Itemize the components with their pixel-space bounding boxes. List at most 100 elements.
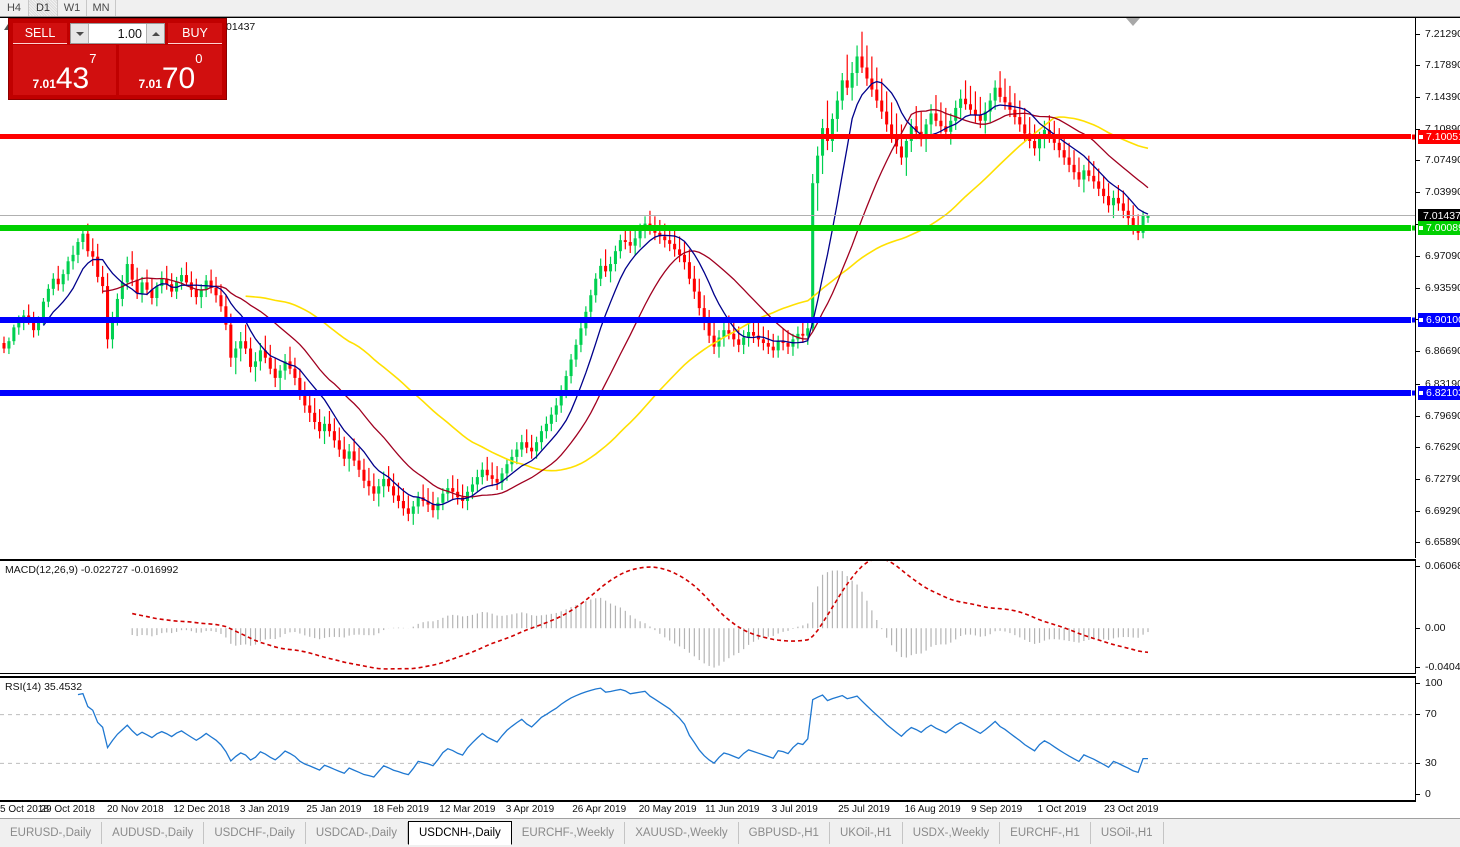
date-axis-label: 3 Jan 2019 (239, 804, 290, 815)
sell-price-fraction: 7 (89, 51, 97, 66)
macd-axis-tick (1416, 566, 1420, 567)
macd-header: MACD(12,26,9) -0.022727 -0.016992 (5, 564, 179, 576)
chart-tab-usdx-weekly[interactable]: USDX-,Weekly (903, 822, 1001, 844)
rsi-header: RSI(14) 35.4532 (5, 681, 83, 693)
date-axis-label: 11 Jun 2019 (705, 804, 760, 815)
chart-tab-xauusd-weekly[interactable]: XAUUSD-,Weekly (625, 822, 739, 844)
sell-price-cell[interactable]: 7.01 43 7 (13, 45, 116, 95)
rsi-axis-tick (1416, 794, 1420, 795)
timeframe-tab-h4[interactable]: H4 (0, 0, 29, 16)
timeframe-tab-mn[interactable]: MN (87, 0, 116, 16)
date-axis-label: 26 Apr 2019 (572, 804, 627, 815)
resistance-level-tag[interactable]: 7.10051 (1418, 129, 1460, 144)
volume-stepper[interactable]: 1.00 (70, 23, 165, 44)
date-axis-label: 12 Dec 2018 (173, 804, 231, 815)
chart-tab-ukoil-h1[interactable]: UKOil-,H1 (830, 822, 903, 844)
timeframe-toolbar: H4 D1 W1 MN (0, 0, 1460, 17)
chart-tab-eurusd-daily[interactable]: EURUSD-,Daily (0, 822, 103, 844)
volume-input[interactable]: 1.00 (89, 24, 146, 43)
price-axis-label: 7.21290 (1425, 27, 1460, 40)
date-axis-label: 23 Oct 2019 (1104, 804, 1159, 815)
macd-plot (131, 561, 1149, 670)
price-axis-label: 6.93590 (1425, 282, 1460, 294)
price-level-line[interactable] (0, 215, 1415, 217)
green-level-tag[interactable]: 7.00089 (1418, 221, 1460, 236)
chart-tab-eurchf-h1[interactable]: EURCHF-,H1 (1000, 822, 1091, 844)
price-tag-value: 6.90100 (1426, 314, 1460, 327)
price-axis-label: 6.65890 (1425, 536, 1460, 549)
date-axis-label: 12 Mar 2019 (439, 804, 496, 815)
timeframe-tab-d1[interactable]: D1 (29, 0, 58, 16)
level-knob-icon (1419, 134, 1423, 139)
buy-price-cell[interactable]: 7.01 70 0 (119, 45, 222, 95)
price-axis-tick (1416, 542, 1420, 544)
date-axis-label: 18 Feb 2019 (372, 804, 429, 815)
trade-panel-top-row: SELL 1.00 BUY (9, 19, 226, 45)
sell-button[interactable]: SELL (13, 23, 67, 44)
chart-tab-gbpusd-h1[interactable]: GBPUSD-,H1 (739, 822, 830, 844)
chart-tab-audusd-daily[interactable]: AUDUSD-,Daily (102, 822, 205, 844)
macd-axis: 0.060687 0.00 -0.04043 (1416, 559, 1460, 674)
date-axis-label: 3 Jul 2019 (771, 804, 818, 815)
price-level-line[interactable] (0, 316, 1415, 324)
scroll-anchor-icon[interactable] (1126, 18, 1140, 26)
date-axis: 5 Oct 2018 29 Oct 2018 20 Nov 2018 12 Dec 2… (0, 801, 1416, 819)
chart-tab-usdchf-daily[interactable]: USDCHF-,Daily (204, 822, 306, 844)
level-handle-icon[interactable] (1411, 224, 1415, 232)
chart-tab-usdcad-daily[interactable]: USDCAD-,Daily (306, 822, 408, 844)
price-axis-label: 7.03990 (1425, 186, 1460, 199)
chart-tab-eurchf-weekly[interactable]: EURCHF-,Weekly (512, 822, 626, 844)
rsi-axis-label: 30 (1425, 756, 1437, 769)
price-axis-label: 7.17890 (1425, 58, 1460, 71)
date-axis-label: 1 Oct 2019 (1037, 804, 1087, 815)
volume-decrement-button[interactable] (71, 24, 89, 43)
price-level-line[interactable] (0, 224, 1415, 232)
chart-tab-usoil-h1[interactable]: USOil-,H1 (1091, 822, 1164, 844)
level-handle-icon[interactable] (1411, 133, 1415, 141)
macd-axis-tick (1416, 628, 1420, 630)
caret-up-icon (151, 31, 160, 36)
current-price-tag[interactable]: 7.01437 (1418, 208, 1460, 223)
chart-tabs-bar: EURUSD-,Daily AUDUSD-,Daily USDCHF-,Daily U… (0, 818, 1460, 847)
blue-level-tag-lower[interactable]: 6.82103 (1418, 386, 1460, 401)
chart-tab-usdcnh-daily[interactable]: USDCNH-,Daily (407, 821, 512, 845)
price-level-line[interactable] (0, 133, 1415, 141)
price-axis-label: 6.86690 (1425, 345, 1460, 358)
macd-pane[interactable]: MACD(12,26,9) -0.022727 -0.016992 (0, 559, 1416, 674)
price-axis-label: 6.72790 (1425, 473, 1460, 486)
level-handle-icon[interactable] (1411, 316, 1415, 324)
date-axis-label: 3 Apr 2019 (505, 804, 555, 815)
price-level-line[interactable] (0, 389, 1415, 397)
price-axis-label: 7.14390 (1425, 90, 1460, 103)
price-axis-tick (1416, 33, 1420, 35)
timeframe-tab-w1[interactable]: W1 (58, 0, 87, 16)
price-chart-pane[interactable]: USDCNH-,Daily 7.01220 7.01461 7.00690 7.… (0, 18, 1416, 558)
price-axis-label: 6.97090 (1425, 249, 1460, 262)
price-axis-label: 6.76290 (1425, 440, 1460, 453)
price-tag-value: 7.10051 (1426, 130, 1460, 143)
date-axis-label: 5 Oct 2018 (0, 804, 49, 815)
level-knob-icon (1419, 391, 1423, 396)
rsi-pane[interactable]: RSI(14) 35.4532 (0, 676, 1416, 801)
rsi-axis: 100 70 30 0 (1416, 676, 1460, 801)
price-axis-tick (1416, 383, 1420, 385)
price-tag-value: 6.82103 (1426, 387, 1460, 400)
level-handle-icon[interactable] (1411, 389, 1415, 397)
date-axis-label: 20 Nov 2018 (106, 804, 164, 815)
volume-increment-button[interactable] (146, 24, 164, 43)
macd-axis-tick (1416, 667, 1420, 668)
price-axis[interactable]: 7.212907.178907.143907.108907.074907.039… (1416, 18, 1460, 558)
rsi-axis-label: 70 (1425, 708, 1437, 721)
macd-axis-label: 0.00 (1425, 622, 1446, 635)
date-axis-label: 29 Oct 2018 (40, 804, 95, 815)
blue-level-tag-upper[interactable]: 6.90100 (1418, 313, 1460, 328)
rsi-plot (0, 687, 1415, 778)
price-axis-tick (1416, 415, 1420, 417)
buy-price-prefix: 7.01 (138, 77, 162, 91)
buy-button[interactable]: BUY (168, 23, 222, 44)
one-click-trading-panel: SELL 1.00 BUY 7.01 43 7 7.01 70 0 (8, 18, 227, 100)
caret-down-icon (75, 31, 84, 36)
price-tag-value: 7.01437 (1423, 209, 1460, 222)
chart-frame: USDCNH-,Daily 7.01220 7.01461 7.00690 7.… (0, 17, 1460, 818)
